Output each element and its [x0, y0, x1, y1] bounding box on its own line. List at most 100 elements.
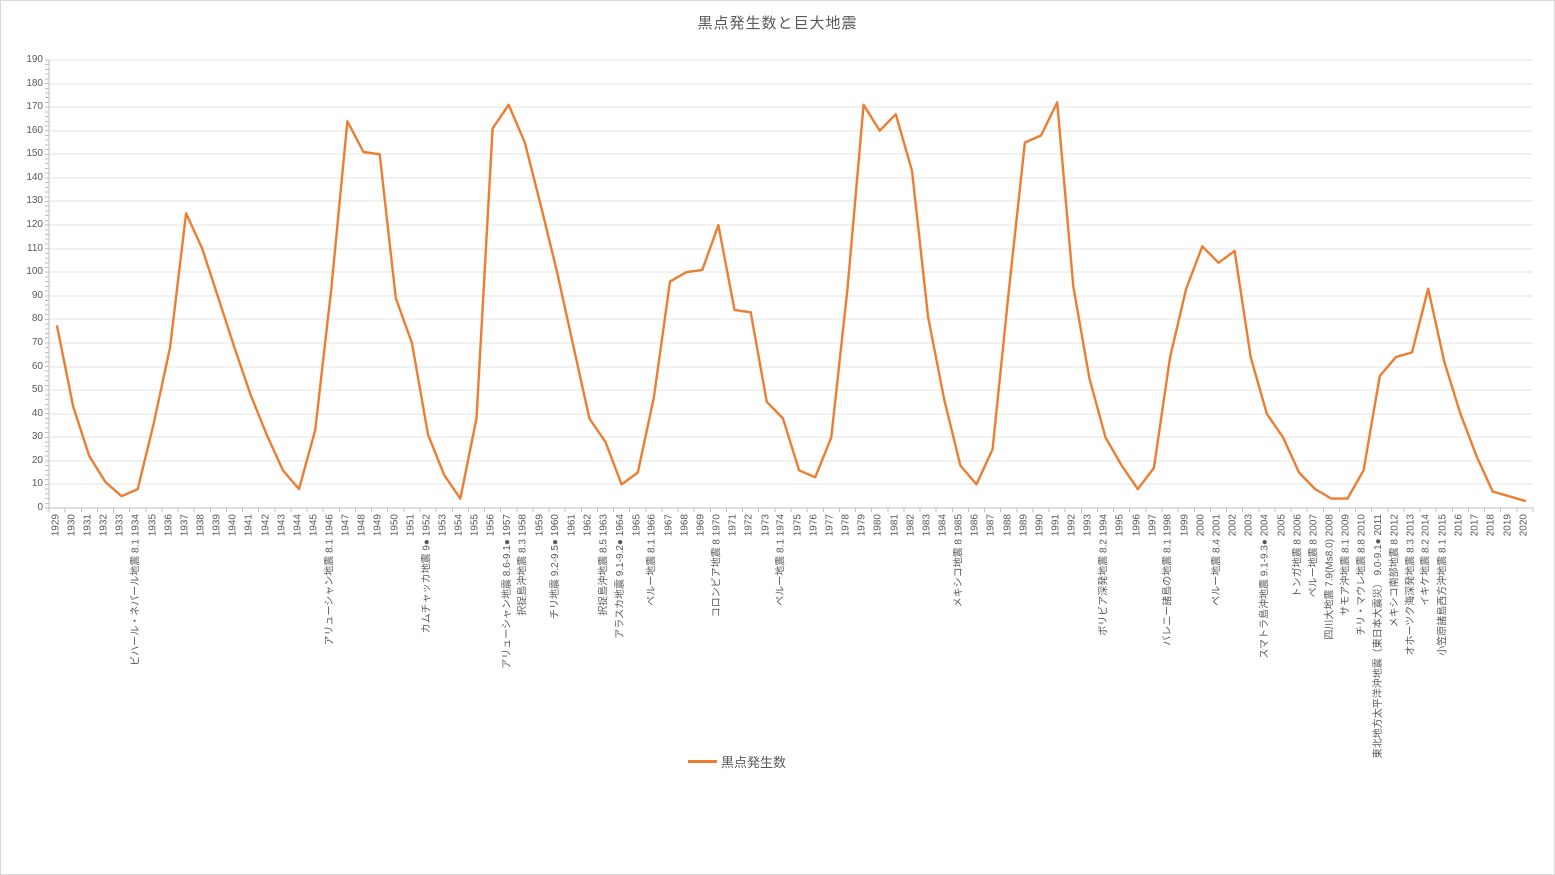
x-axis-label: 1965	[630, 514, 642, 537]
x-axis-label: 1982	[904, 514, 916, 537]
y-axis-label: 130	[26, 195, 43, 207]
x-axis-label: 1989	[1017, 514, 1029, 537]
x-axis-label: 1936	[162, 514, 174, 537]
x-axis-label: 1932	[98, 514, 110, 537]
legend-line-swatch	[688, 760, 717, 763]
x-axis-label-earthquake: 択捉島沖地震 8.5 1963	[598, 514, 610, 616]
x-axis-label: 1976	[808, 514, 820, 537]
x-axis-label: 1948	[356, 514, 368, 537]
y-axis-label: 80	[31, 313, 43, 325]
y-axis-label: 10	[31, 478, 43, 490]
x-axis-label: 1973	[759, 514, 771, 537]
x-axis-label: 1944	[292, 514, 304, 537]
x-axis-label: 1999	[1179, 514, 1191, 537]
y-axis-label: 150	[26, 148, 43, 160]
y-axis-label: 30	[31, 431, 43, 443]
x-axis-label-earthquake: ペルー地震 8 2007	[1308, 514, 1320, 598]
x-axis-label: 2020	[1517, 514, 1529, 537]
x-axis-label: 1961	[566, 514, 578, 537]
x-axis-label: 2017	[1469, 514, 1481, 537]
x-axis-label: 1949	[372, 514, 384, 537]
legend-label: 黒点発生数	[721, 755, 787, 770]
y-axis-label: 40	[31, 407, 43, 419]
x-axis-label-earthquake: ボリビア深発地震 8.2 1994	[1098, 514, 1110, 636]
x-axis-label: 1939	[211, 514, 223, 537]
x-axis-label-earthquake: オホーツク海深発地震 8.3 2013	[1405, 514, 1417, 656]
x-axis-label: 2019	[1501, 514, 1513, 537]
x-axis-label: 2005	[1275, 514, 1287, 537]
x-axis-label: 1991	[1050, 514, 1062, 537]
x-axis-label: 2018	[1485, 514, 1497, 537]
x-axis-label-earthquake: スマトラ島沖地震 9.1-9.3● 2004	[1259, 514, 1271, 659]
x-axis-label-earthquake: 四川大地震 7.9(Ms8.0) 2008	[1324, 514, 1336, 640]
x-axis-label-earthquake: 択捉島沖地震 8.3 1958	[517, 514, 529, 616]
x-axis-label-earthquake: アラスカ地震 9.1-9.2● 1964	[614, 514, 626, 639]
x-axis-label: 2016	[1453, 514, 1465, 537]
x-axis-label-earthquake: ペルー地震 8.1 1974	[775, 514, 787, 606]
x-axis-label: 1993	[1082, 514, 1094, 537]
x-axis-label: 1938	[195, 514, 207, 537]
x-axis-label-earthquake: アリューシャン地震 8.1 1946	[324, 514, 336, 646]
x-axis-label: 1981	[888, 514, 900, 537]
y-axis-label: 190	[26, 54, 43, 65]
x-axis-label-earthquake: ペルー地震 8.4 2001	[1211, 514, 1223, 606]
x-axis-label: 1935	[146, 514, 158, 537]
x-axis-label: 1978	[840, 514, 852, 537]
x-axis-label: 1992	[1066, 514, 1078, 537]
x-axis-label-earthquake: 東北地方太平洋沖地震（東日本大震災） 9.0-9.1● 2011	[1372, 514, 1384, 759]
x-axis-label: 1930	[66, 514, 78, 537]
x-axis-label-earthquake: イキケ地震 8.2 2014	[1421, 514, 1433, 606]
x-axis-label-earthquake: トンガ地震 8 2006	[1292, 514, 1304, 598]
x-axis-label-earthquake: バレニー諸島の地震 8.1 1998	[1163, 514, 1175, 646]
x-axis-label: 1941	[243, 514, 255, 537]
x-axis-label-earthquake: ビハール・ネパール地震 8.1 1934	[130, 514, 142, 666]
x-axis-label: 1979	[856, 514, 868, 537]
x-axis-label: 1954	[453, 514, 465, 537]
x-axis-label: 1977	[824, 514, 836, 537]
x-axis-label: 1962	[582, 514, 594, 537]
series-line	[55, 101, 1527, 503]
x-axis-label: 1933	[114, 514, 126, 537]
x-axis-label: 1956	[485, 514, 497, 537]
y-axis-label: 50	[31, 384, 43, 396]
x-axis-label: 1972	[743, 514, 755, 537]
x-axis-label: 1990	[1034, 514, 1046, 537]
x-axis-label: 1975	[792, 514, 804, 537]
x-axis-label: 1988	[1001, 514, 1013, 537]
x-axis-label: 1942	[259, 514, 271, 537]
x-axis-label: 1983	[921, 514, 933, 537]
x-axis-label: 1943	[275, 514, 287, 537]
x-axis-label: 1937	[179, 514, 191, 537]
x-axis-label: 1959	[533, 514, 545, 537]
y-axis-label: 70	[31, 336, 43, 348]
y-axis-label: 20	[31, 454, 43, 466]
x-axis-label-earthquake: メキシコ地震 8 1985	[953, 514, 965, 608]
x-axis-label: 1971	[727, 514, 739, 537]
x-axis-label-earthquake: 小笠原諸島西方沖地震 8.1 2015	[1437, 514, 1449, 656]
y-axis-label: 0	[37, 502, 43, 513]
y-axis-label: 60	[31, 360, 43, 372]
chart-title: 黒点発生数と巨大地震	[697, 15, 858, 32]
x-axis-label: 2000	[1195, 514, 1207, 537]
x-axis-label-earthquake: サモア沖地震 8.1 2009	[1340, 514, 1352, 616]
x-axis-label: 1967	[663, 514, 675, 537]
y-axis-label: 160	[26, 124, 43, 136]
x-axis-label: 1947	[340, 514, 352, 537]
x-axis-label-earthquake: ペルー地震 8.1 1966	[646, 514, 658, 606]
y-axis-label: 120	[26, 219, 43, 231]
x-axis-label: 1996	[1130, 514, 1142, 537]
x-axis-label: 1931	[82, 514, 94, 537]
y-axis-label: 100	[26, 266, 43, 278]
x-axis-label: 1997	[1146, 514, 1158, 537]
x-axis-label: 1968	[679, 514, 691, 537]
x-axis-label: 1984	[937, 514, 949, 537]
x-axis-label: 1955	[469, 514, 481, 537]
x-axis-label: 1953	[437, 514, 449, 537]
x-axis-label-earthquake: コロンビア地震 8 1970	[711, 514, 723, 618]
x-axis-label-earthquake: チリ地震 9.2-9.5● 1960	[550, 514, 562, 619]
x-axis-label: 1940	[227, 514, 239, 537]
y-axis-label: 110	[27, 242, 43, 254]
x-axis-label: 1951	[404, 514, 416, 537]
x-axis-label: 1995	[1114, 514, 1126, 537]
